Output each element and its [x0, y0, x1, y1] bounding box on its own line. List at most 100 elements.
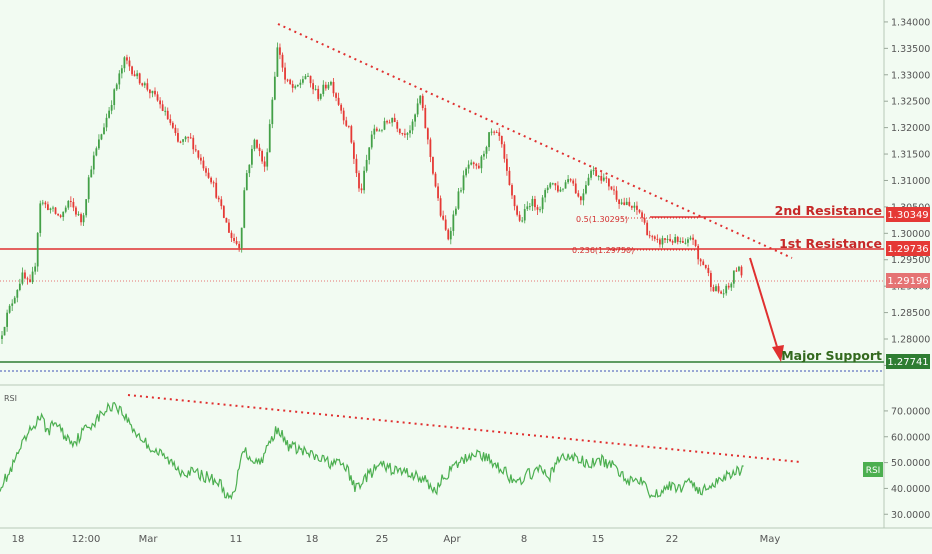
candle-body — [151, 90, 154, 94]
price-tick-label: 1.32500 — [891, 97, 930, 108]
candle-body — [738, 266, 740, 271]
rsi-badge-label: RSI — [866, 466, 881, 476]
candle-body — [108, 110, 110, 118]
candle-body — [189, 137, 192, 139]
second-resistance-badge — [886, 207, 930, 222]
candle-body — [508, 170, 511, 186]
candle-body — [653, 236, 656, 239]
candle-body — [409, 130, 411, 134]
candle-body — [434, 173, 437, 187]
candle-body — [717, 286, 720, 292]
candle-body — [511, 185, 513, 196]
candle-body — [549, 183, 552, 188]
candle-body — [393, 117, 396, 123]
candle-body — [243, 190, 246, 228]
candle-body — [590, 170, 592, 178]
candle-body — [202, 160, 205, 169]
candle-body — [699, 259, 702, 262]
candle-body — [523, 209, 526, 221]
price-tick-label: 1.33500 — [891, 44, 930, 55]
candle-body — [279, 47, 281, 55]
time-tick-label: 22 — [666, 534, 679, 545]
candle-body — [291, 84, 294, 88]
candle-body — [419, 95, 422, 104]
candle-body — [592, 170, 595, 172]
candle-body — [498, 132, 501, 136]
candle-body — [49, 208, 52, 210]
candle-body — [205, 168, 207, 173]
candle-body — [554, 183, 557, 186]
time-tick-label: 25 — [376, 534, 389, 545]
candle-body — [455, 208, 457, 215]
price-tick-label: 1.33000 — [891, 70, 930, 81]
candle-body — [284, 67, 286, 80]
candle-body — [477, 165, 480, 169]
candle-body — [77, 214, 80, 216]
candle-body — [416, 103, 419, 115]
candle-body — [154, 90, 156, 95]
candle-body — [472, 162, 475, 165]
price-tick-label: 1.31500 — [891, 150, 930, 161]
candle-body — [577, 193, 580, 197]
candle-body — [661, 238, 664, 245]
candle-body — [80, 214, 82, 223]
major-support-value: 1.27741 — [887, 357, 928, 368]
rsi-pane-title: RSI — [4, 394, 17, 403]
candle-body — [465, 168, 467, 176]
candle-body — [133, 74, 136, 77]
candle-body — [24, 272, 26, 279]
candle-body — [506, 158, 508, 171]
candle-body — [707, 267, 710, 274]
candle-body — [457, 191, 460, 209]
candle-body — [179, 141, 182, 143]
candle-body — [34, 266, 37, 272]
candle-body — [110, 105, 113, 111]
candle-body — [146, 83, 149, 90]
candle-body — [314, 88, 317, 90]
candle-body — [215, 182, 218, 198]
candle-body — [735, 270, 738, 272]
candle-body — [488, 132, 490, 148]
candle-body — [319, 93, 322, 99]
candle-body — [11, 303, 14, 306]
time-tick-label: 18 — [306, 534, 319, 545]
projection-arrow — [749, 257, 779, 351]
fib-0236-label: 0.236(1.29750) — [572, 246, 634, 255]
candle-body — [460, 190, 462, 192]
candle-body — [337, 97, 340, 105]
rsi-tick-label: 40.0000 — [891, 484, 930, 495]
candle-body — [615, 190, 618, 200]
candle-body — [131, 66, 133, 75]
candle-body — [276, 47, 279, 77]
candle-body — [557, 185, 559, 192]
candle-body — [90, 169, 93, 178]
candle-body — [187, 136, 190, 138]
candle-body — [258, 147, 261, 151]
second-resistance-value: 1.30349 — [887, 210, 928, 221]
candle-body — [182, 139, 184, 142]
candle-body — [286, 79, 289, 81]
candle-body — [358, 173, 360, 189]
candle-body — [432, 156, 434, 174]
candle-body — [335, 93, 337, 98]
candle-body — [674, 237, 677, 243]
candle-body — [18, 283, 21, 290]
candle-body — [327, 84, 330, 89]
candle-body — [263, 161, 266, 167]
candle-body — [159, 100, 161, 105]
candle-body — [551, 183, 554, 185]
first-resistance-badge — [886, 241, 930, 256]
candle-body — [98, 139, 100, 149]
candle-body — [128, 60, 131, 67]
candle-body — [633, 205, 636, 208]
candle-body — [620, 202, 623, 204]
candle-body — [462, 175, 465, 191]
candle-body — [513, 195, 516, 207]
candle-body — [100, 134, 103, 140]
candle-body — [383, 121, 386, 130]
candle-body — [546, 187, 549, 191]
candle-body — [536, 207, 539, 210]
candle-body — [676, 237, 679, 242]
time-tick-label: 15 — [592, 534, 605, 545]
candle-body — [136, 73, 139, 77]
